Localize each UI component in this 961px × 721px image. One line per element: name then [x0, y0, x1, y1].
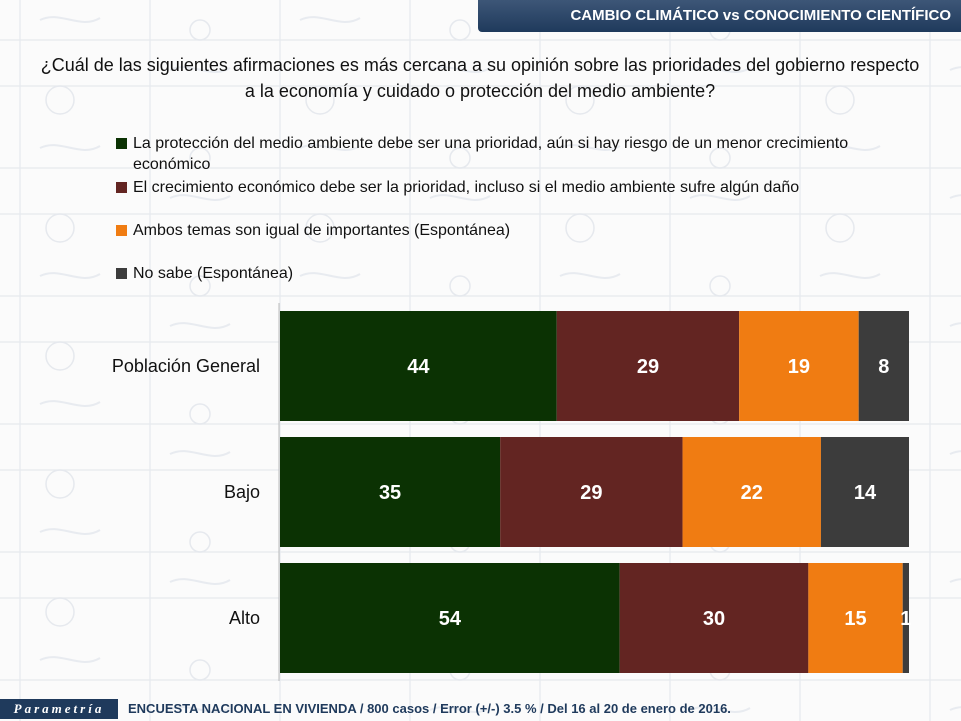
parametria-logo: Parametría: [0, 699, 118, 719]
question-text: ¿Cuál de las siguientes afirmaciones es …: [40, 55, 920, 101]
bar-value-label: 14: [854, 482, 877, 504]
legend-swatch-no-sabe: [116, 268, 127, 279]
bar-segment: [739, 311, 859, 421]
bar-value-label: 1: [900, 608, 911, 630]
bar-value-label: 30: [703, 608, 725, 630]
bar-value-label: 29: [580, 482, 602, 504]
footer-note: ENCUESTA NACIONAL EN VIVIENDA / 800 caso…: [128, 701, 731, 716]
bar-value-label: 22: [741, 482, 763, 504]
bar-value-label: 19: [788, 356, 810, 378]
bar-value-label: 54: [439, 608, 462, 630]
legend-label-no-sabe: No sabe (Espontánea): [133, 265, 294, 282]
bar-segment: [280, 563, 620, 673]
bar-segment: [808, 563, 903, 673]
bar-value-label: 29: [637, 356, 659, 378]
legend-swatch-crecimiento: [116, 182, 127, 193]
bar-value-label: 35: [379, 482, 401, 504]
bar-segment: [556, 311, 740, 421]
bar-segment: [820, 437, 909, 547]
legend-item-no-sabe: No sabe (Espontánea): [116, 263, 293, 284]
footer: Parametría ENCUESTA NACIONAL EN VIVIENDA…: [0, 697, 961, 721]
bar-segment: [280, 311, 557, 421]
bar-value-label: 8: [878, 356, 889, 378]
legend-label-ambos: Ambos temas son igual de importantes (Es…: [133, 222, 511, 239]
header-title: CAMBIO CLIMÁTICO vs CONOCIMIENTO CIENTÍF…: [570, 7, 951, 24]
header-bar: CAMBIO CLIMÁTICO vs CONOCIMIENTO CIENTÍF…: [478, 0, 961, 32]
category-label: Población General: [112, 356, 260, 376]
legend-item-crecimiento: El crecimiento económico debe ser la pri…: [116, 177, 799, 198]
bar-segment: [858, 311, 909, 421]
legend-label-crecimiento: El crecimiento económico debe ser la pri…: [133, 179, 800, 196]
legend-swatch-ambos: [116, 225, 127, 236]
legend-swatch-proteccion: [116, 138, 127, 149]
bar-segment: [902, 563, 909, 673]
legend-item-ambos: Ambos temas son igual de importantes (Es…: [116, 220, 510, 241]
category-label: Bajo: [224, 482, 260, 502]
bar-segment: [500, 437, 683, 547]
bar-value-label: 44: [407, 356, 430, 378]
bar-segment: [619, 563, 809, 673]
bar-segment: [280, 437, 501, 547]
category-label: Alto: [229, 608, 260, 628]
legend-item-proteccion: La protección del medio ambiente debe se…: [116, 133, 906, 175]
bar-value-label: 15: [844, 608, 866, 630]
bar-segment: [682, 437, 821, 547]
legend-label-proteccion: La protección del medio ambiente debe se…: [133, 135, 849, 173]
